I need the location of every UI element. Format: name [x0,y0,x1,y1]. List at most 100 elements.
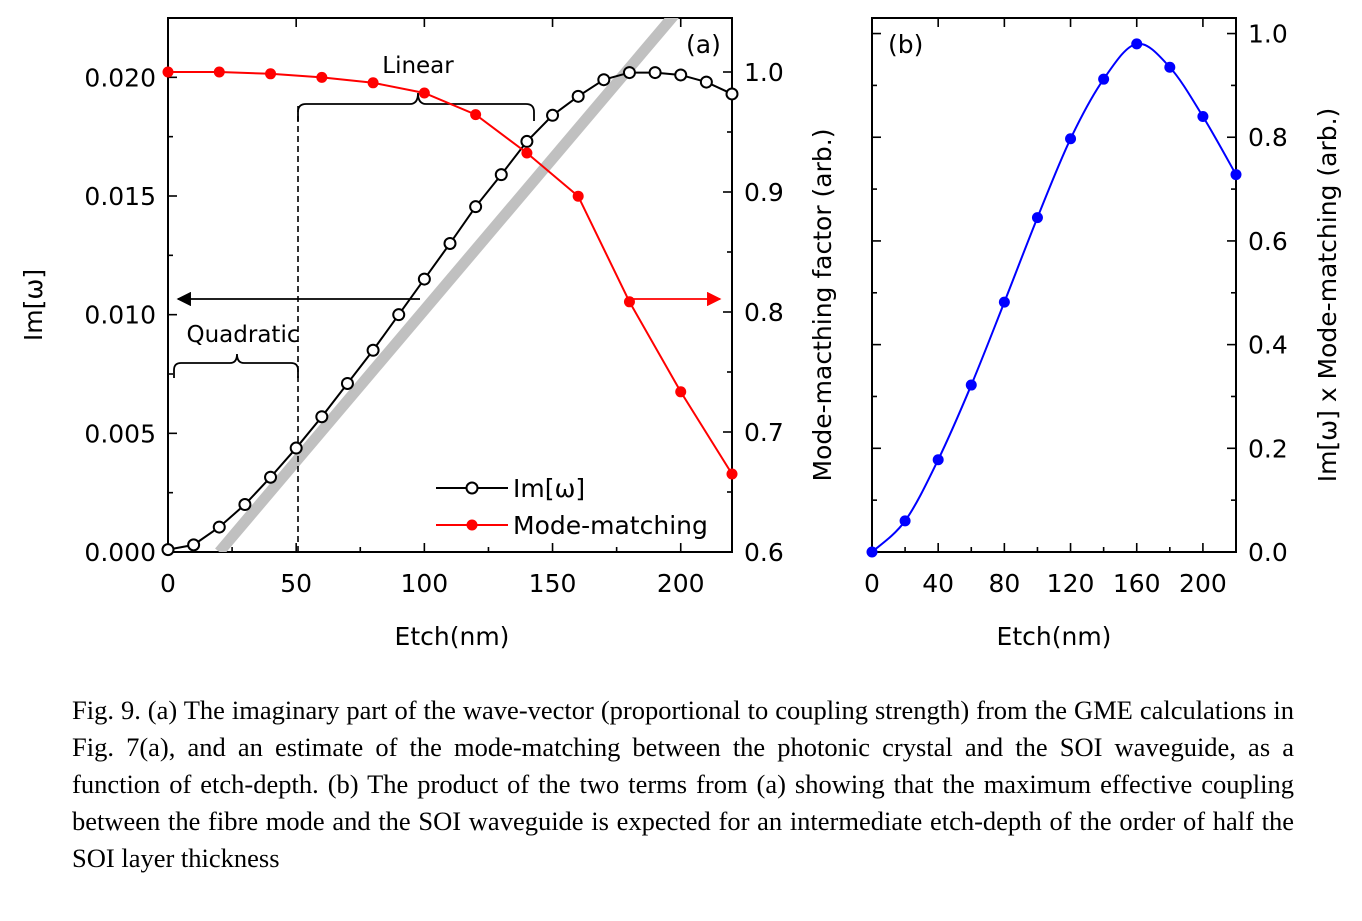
im-omega-point [417,272,431,286]
product-point [965,379,977,391]
panel-a-left-axis-title: Im[ω] [19,269,48,341]
panel-a-left-tick-label: 0.015 [84,182,156,211]
product-point [932,454,944,466]
panel-b-right-tick-label: 1.0 [1248,20,1288,49]
im-omega-point [366,343,380,357]
panel-b-x-tick-label: 120 [1047,569,1095,598]
im-omega-point [597,73,611,87]
figure: 0 50 100 150 200 0.000 0.005 0.010 0.015 0.020 0.6… [19,17,1342,651]
mode-matching-point [675,386,687,398]
mode-matching-line [168,71,733,475]
panel-a-x-tick-label: 0 [160,569,176,598]
panel-a-series [161,66,739,557]
panel-a-label: (a) [686,30,721,59]
panel-b-x-tick-label: 80 [988,569,1020,598]
figure-caption: Fig. 9. (a) The imaginary part of the wa… [72,695,1294,873]
panel-a-x-tick-label: 200 [657,569,705,598]
im-omega-point [289,441,303,455]
im-omega-point [187,538,201,552]
panel-a-x-tick-label: 150 [529,569,577,598]
panel-a-right-tick-label: 1.0 [744,58,784,87]
panel-b-x-tick-label: 160 [1113,569,1161,598]
linear-brace [297,92,535,121]
legend-mm-marker [466,519,478,531]
panel-a-right-tick-label: 0.9 [744,178,784,207]
mode-matching-point [213,66,225,78]
legend-im-marker [465,481,479,495]
legend-mm-label: Mode-matching [513,511,708,540]
panel-a-x-tick-label: 50 [280,569,312,598]
product-line [871,42,1237,553]
panel-a-right-axis-title: Mode-macthing factor (arb.) [808,129,837,482]
panel-a-x-axis-title: Etch(nm) [395,622,510,651]
im-omega-point [315,410,329,424]
panel-b-right-tick-label: 0.2 [1248,434,1288,463]
linear-label: Linear [382,53,454,79]
product-point [1164,61,1176,73]
product-point [1065,133,1077,145]
im-omega-point [469,200,483,214]
im-omega-point [520,134,534,148]
im-omega-point [340,376,354,390]
mode-matching-point [623,296,635,308]
panel-a-legend: Im[ω] Mode-matching [436,474,708,540]
mode-matching-point [418,87,430,99]
im-omega-point [212,520,226,534]
product-point [1098,73,1110,85]
linear-fit-line [215,18,679,552]
panel-a-left-tick-label: 0.010 [84,301,156,330]
product-point [998,296,1010,308]
im-omega-point [674,68,688,82]
im-omega-point [622,66,636,80]
panel-a-annotations: Linear Quadratic [173,53,722,552]
panel-a-left-tick-label: 0.005 [84,419,156,448]
mode-matching-point [316,71,328,83]
panel-a-right-tick-label: 0.8 [744,298,784,327]
panel-a-linear-fit [215,18,679,552]
panel-b-x-tick-label: 0 [864,569,880,598]
panel-a-left-tick-label: 0.020 [84,63,156,92]
mode-matching-point [162,66,174,78]
panel-b-x-axis-title: Etch(nm) [997,622,1112,651]
mode-matching-point [572,190,584,202]
panel-a-left-tick-label: 0.000 [84,538,156,567]
mode-matching-point [470,109,482,121]
im-omega-point [725,87,739,101]
panel-b-right-tick-label: 0.0 [1248,538,1288,567]
panel-b-plot-frame [871,17,1237,553]
panel-b: 0 40 80 120 160 200 0.0 0.2 0.4 0.6 0.8 1.0 (b) Etc… [864,17,1342,651]
product-point [899,515,911,527]
panel-a-ticks: 0 50 100 150 200 0.000 0.005 0.010 0.015 0.020 0.6… [84,18,784,598]
im-omega-point [264,470,278,484]
product-point [866,546,878,558]
panel-b-right-tick-label: 0.6 [1248,227,1288,256]
panel-b-label: (b) [888,30,923,59]
panel-b-right-axis-title: Im[ω] x Mode-matching (arb.) [1313,108,1342,483]
mode-matching-point [265,68,277,80]
panel-a-right-tick-label: 0.6 [744,538,784,567]
product-point [1197,111,1209,123]
panel-a-right-tick-label: 0.7 [744,418,784,447]
mode-matching-point [521,147,533,159]
im-omega-point [546,108,560,122]
panel-b-right-tick-label: 0.4 [1248,331,1288,360]
mode-matching-point [726,468,738,480]
im-omega-line [167,71,733,551]
im-omega-point [571,89,585,103]
panel-a: 0 50 100 150 200 0.000 0.005 0.010 0.015 0.020 0.6… [19,17,837,651]
panel-b-right-tick-label: 0.8 [1248,123,1288,152]
product-point [1031,212,1043,224]
panel-b-ticks: 0 40 80 120 160 200 0.0 0.2 0.4 0.6 0.8 1.0 [864,18,1288,598]
im-omega-point [443,236,457,250]
mode-matching-point [367,77,379,89]
im-omega-point [648,66,662,80]
panel-b-x-tick-label: 200 [1179,569,1227,598]
panel-a-x-tick-label: 100 [401,569,449,598]
product-point [1131,38,1143,50]
product-point [1230,169,1242,181]
im-omega-point [392,308,406,322]
panel-a-plot-frame [167,17,733,553]
quadratic-label: Quadratic [187,322,300,348]
legend-im-label: Im[ω] [513,474,585,503]
panel-b-x-tick-label: 40 [922,569,954,598]
